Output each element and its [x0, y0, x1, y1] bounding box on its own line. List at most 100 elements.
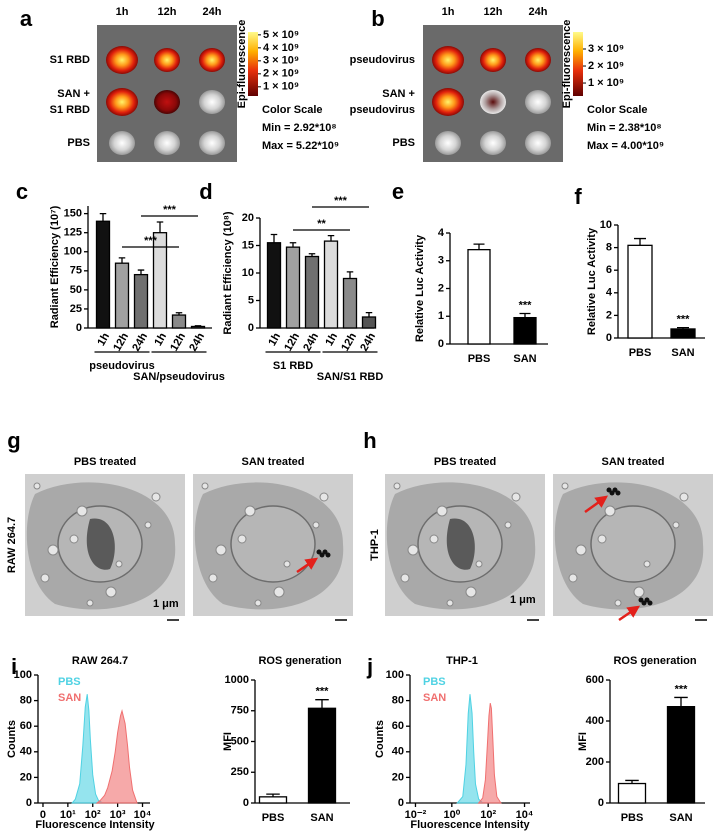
vesicle [561, 482, 569, 490]
y-tick-label: 100 [14, 669, 32, 681]
significance-label: *** [677, 314, 691, 326]
bar [266, 242, 282, 329]
x-tick-label: 12h [339, 331, 359, 354]
y-tick-label: 0 [248, 322, 254, 334]
organ-image [199, 131, 225, 155]
color-scale-max: Max = 4.00*10⁹ [587, 140, 664, 152]
colorbar [573, 32, 583, 96]
vesicle [597, 534, 607, 544]
bar [114, 262, 130, 329]
y-tick-label: 125 [64, 227, 82, 239]
legend-entry: SAN [423, 692, 446, 704]
x-tick-label: 24h [358, 331, 378, 354]
organ-image [525, 90, 551, 114]
colorbar-label: Epi-fluorescence [236, 20, 248, 109]
vesicle [208, 573, 218, 583]
vesicle [69, 534, 79, 544]
histogram-area [95, 708, 138, 804]
cell-line-label: RAW 264.7 [6, 517, 18, 573]
row-label: S1 RBD [50, 104, 90, 116]
panel-letter: a [20, 6, 33, 31]
organ-image [525, 131, 551, 155]
panel-letter: g [7, 428, 20, 453]
vesicle [33, 482, 41, 490]
legend-entry: PBS [423, 676, 446, 688]
histogram-area [477, 703, 502, 804]
vesicle [429, 534, 439, 544]
x-tick-label: 1h [95, 331, 112, 348]
colorbar-tick-label: 3 × 10⁹ [263, 55, 299, 67]
y-tick-label: 0 [243, 797, 249, 809]
error-bar [175, 312, 183, 316]
error-bar [118, 257, 126, 264]
x-tick-label: 10¹ [60, 809, 76, 821]
color-scale-title: Color Scale [262, 104, 323, 116]
cell-line-label: THP-1 [369, 529, 381, 561]
scale-bar-label: 1 μm [510, 594, 536, 606]
y-tick-label: 750 [231, 705, 249, 717]
x-tick-label: 24h [130, 331, 150, 354]
nanoparticle [647, 600, 653, 606]
organ-image [432, 46, 464, 74]
chart-title: ROS generation [258, 655, 341, 667]
error-bar [308, 253, 316, 257]
colorbar-tick-label: 1 × 10⁹ [263, 81, 299, 93]
error-bar [519, 312, 531, 318]
chart-title: THP-1 [446, 655, 478, 667]
vesicle [105, 586, 117, 598]
organ-image [106, 46, 138, 74]
vesicle [47, 544, 59, 556]
organ-image [480, 48, 506, 72]
arrow [618, 605, 641, 622]
panel-letter: f [574, 184, 582, 209]
error-bar [266, 793, 280, 797]
vesicle [40, 573, 50, 583]
x-tick-label: 10⁻² [405, 809, 427, 821]
y-tick-label: 4 [438, 227, 445, 239]
significance-label: *** [316, 686, 330, 698]
y-tick-label: 150 [64, 208, 82, 220]
image-title: PBS treated [434, 456, 496, 468]
color-scale-min: Min = 2.38*10⁸ [587, 122, 662, 134]
y-tick-label: 60 [392, 720, 404, 732]
vesicle [614, 599, 622, 607]
vesicle [504, 521, 512, 529]
y-tick-label: 600 [586, 674, 604, 686]
vesicle [633, 586, 645, 598]
organ-image [199, 90, 225, 114]
significance-label: *** [519, 299, 533, 311]
vesicle [115, 560, 123, 568]
y-tick-label: 250 [231, 766, 249, 778]
y-tick-label: 1000 [225, 674, 249, 686]
nucleolus [446, 518, 475, 570]
x-axis-label: Fluorescence Intensity [35, 819, 155, 831]
error-bar [156, 221, 164, 233]
organ-image [154, 48, 180, 72]
colorbar [248, 32, 258, 96]
organ-image [480, 90, 506, 114]
colorbar-tick-label: 4 × 10⁹ [263, 42, 299, 54]
image-title: SAN treated [242, 456, 305, 468]
y-tick-label: 2 [438, 282, 444, 294]
timepoint-label: 1h [442, 6, 455, 18]
y-tick-label: 2 [606, 309, 612, 321]
color-scale-max: Max = 5.22*10⁹ [262, 140, 339, 152]
legend-entry: SAN [58, 692, 81, 704]
panel-letter: h [363, 428, 376, 453]
vesicle [244, 505, 256, 517]
y-tick-label: 4 [606, 287, 613, 299]
histogram-area [71, 694, 105, 804]
timepoint-label: 12h [158, 6, 177, 18]
y-tick-label: 3 [438, 255, 444, 267]
y-tick-label: 0 [598, 797, 604, 809]
colorbar-tick-label: 2 × 10⁹ [588, 60, 624, 72]
legend-entry: PBS [58, 676, 81, 688]
y-tick-label: 75 [70, 265, 82, 277]
vesicle [393, 482, 401, 490]
error-bar [315, 699, 329, 709]
vesicle [400, 573, 410, 583]
y-tick-label: 20 [392, 771, 404, 783]
arrow [296, 557, 319, 574]
x-tick-label: 10⁴ [134, 809, 152, 821]
arrow [584, 495, 609, 514]
